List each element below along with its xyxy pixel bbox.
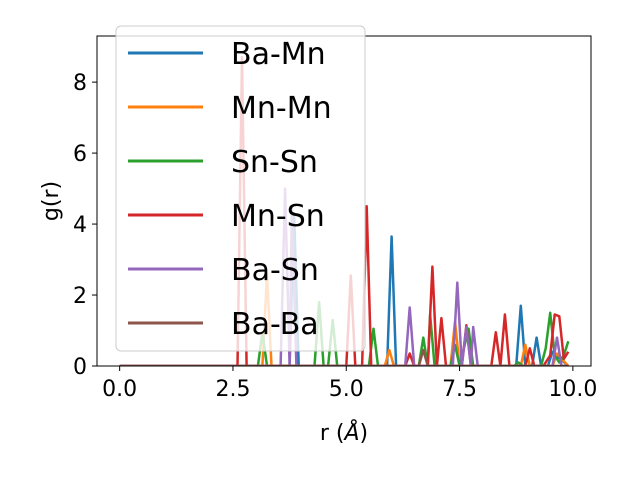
x-tick-label: 7.5 [442,377,477,402]
x-tick-label: 2.5 [215,377,250,402]
x-axis-label: r (Å) [320,419,368,446]
x-tick-label: 5.0 [329,377,364,402]
y-tick-label: 8 [73,71,87,96]
x-axis-label-text: r ( [320,421,345,446]
y-tick-label: 4 [73,213,87,238]
legend-label-mn-mn: Mn-Mn [231,91,332,126]
legend-box [115,25,366,352]
y-tick-label: 6 [73,142,87,167]
legend-label-sn-sn: Sn-Sn [231,145,318,180]
legend-label-mn-sn: Mn-Sn [231,199,325,234]
legend-label-ba-ba: Ba-Ba [231,307,319,342]
legend: Ba-Mn Mn-Mn Sn-Sn Mn-Sn Ba-Sn Ba-Ba [115,25,366,352]
x-tick-label: 10.0 [548,377,597,402]
legend-label-ba-mn: Ba-Mn [231,37,326,72]
legend-label-ba-sn: Ba-Sn [231,253,319,288]
x-axis-label-unit: Å [342,419,359,446]
y-axis: 0 2 4 6 8 [73,71,97,380]
y-axis-label: g(r) [39,181,64,221]
x-tick-label: 0.0 [102,377,137,402]
y-tick-label: 2 [73,284,87,309]
x-axis-label-close: ) [360,421,369,446]
y-tick-label: 0 [73,355,87,380]
series-line-ba-ba [119,348,569,366]
x-axis: 0.0 2.5 5.0 7.5 10.0 [102,366,597,402]
